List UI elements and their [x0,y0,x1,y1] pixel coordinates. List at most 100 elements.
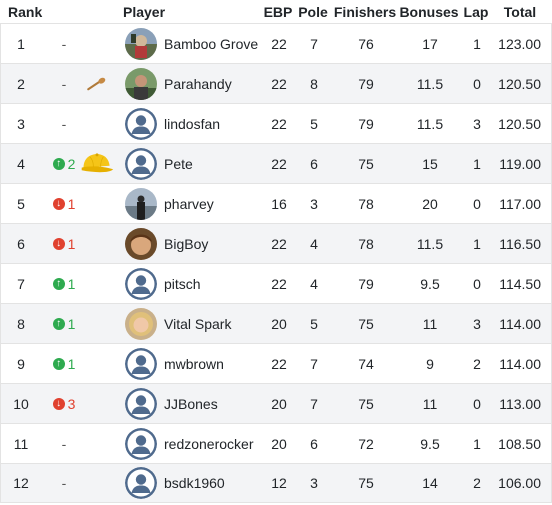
lap-cell: 1 [473,155,481,172]
position-unchanged: - [61,115,67,132]
player-name[interactable]: redzonerocker [164,435,254,452]
player-name[interactable]: pitsch [164,275,201,292]
table-row[interactable]: 4 ↑ 2 Pete 22 6 75 15 1 119.00 [0,143,552,183]
avatar-cell[interactable] [124,24,158,63]
avatar[interactable] [125,387,157,420]
table-row[interactable]: 3 - lindosfan 22 5 79 11.5 3 120.50 [0,103,552,143]
award-cell [79,264,115,303]
award-cell [79,424,115,463]
player-name[interactable]: Pete [164,155,193,172]
pole-cell: 5 [310,315,318,332]
avatar-cell[interactable] [124,104,158,143]
bonuses-cell: 11.5 [416,75,444,92]
avatar-cell[interactable] [124,144,158,183]
award-cell [79,144,115,183]
movement-cell: ↓ 1 [47,184,81,223]
header-finishers[interactable]: Finishers [333,3,397,20]
header-bonuses[interactable]: Bonuses [399,3,459,20]
award-cell [79,384,115,423]
avatar[interactable] [125,347,157,380]
table-row[interactable]: 8 ↑ 1 Vital Spark 20 5 75 11 3 114.00 [0,303,552,343]
avatar[interactable] [125,307,157,340]
bonuses-cell: 17 [422,35,438,52]
rank-cell: 8 [17,315,25,332]
ebp-cell: 20 [271,435,287,452]
header-total[interactable]: Total [503,3,537,20]
ebp-cell: 16 [271,195,287,212]
header-lap[interactable]: Lap [463,3,489,20]
player-name[interactable]: Bamboo Grove [164,35,259,52]
movement-cell: - [47,424,81,463]
ebp-cell: 22 [271,235,287,252]
table-row[interactable]: 2 - Parahandy 22 8 79 11.5 0 120.50 [0,63,552,103]
player-name[interactable]: pharvey [164,195,214,212]
position-change-down: ↓ 1 [52,196,75,212]
avatar-cell[interactable] [124,464,158,502]
player-name[interactable]: mwbrown [164,355,224,372]
position-unchanged: - [61,35,67,52]
player-name[interactable]: lindosfan [164,115,221,132]
ebp-cell: 22 [271,355,287,372]
player-name[interactable]: Parahandy [164,75,232,92]
finishers-cell: 75 [358,475,374,491]
table-row[interactable]: 12 - bsdk1960 12 3 75 14 2 106.00 [0,463,552,503]
arrow-down-icon: ↓ [52,197,65,210]
avatar-cell[interactable] [124,64,158,103]
player-name[interactable]: bsdk1960 [164,475,225,491]
lap-cell: 2 [473,355,481,372]
header-rank[interactable]: Rank [8,3,43,20]
position-unchanged: - [61,475,67,491]
table-row[interactable]: 6 ↓ 1 BigBoy 22 4 78 11.5 1 116.50 [0,223,552,263]
total-cell: 108.50 [498,435,541,452]
avatar[interactable] [125,467,157,499]
bonuses-cell: 11 [422,395,438,412]
bonuses-cell: 9 [426,355,434,372]
header-ebp[interactable]: EBP [263,3,293,20]
avatar[interactable] [125,187,157,220]
rank-cell: 11 [13,435,29,452]
header-pole[interactable]: Pole [298,3,328,20]
table-header: Rank Player EBP Pole Finishers Bonuses L… [0,0,552,23]
total-cell: 117.00 [499,195,541,212]
table-row[interactable]: 11 - redzonerocker 20 6 72 9.5 1 108.50 [0,423,552,463]
player-name[interactable]: JJBones [164,395,218,412]
arrow-down-icon: ↓ [52,237,65,250]
lap-cell: 1 [473,235,481,252]
avatar-cell[interactable] [124,344,158,383]
table-row[interactable]: 7 ↑ 1 pitsch 22 4 79 9.5 0 114.50 [0,263,552,303]
player-name[interactable]: Vital Spark [164,315,232,332]
wooden-spoon-icon [86,77,108,91]
pole-cell: 6 [310,155,318,172]
table-body: 1- Bamboo Grove 22 7 76 17 1 123.00 2- Parahandy 2… [0,23,552,503]
finishers-cell: 75 [358,155,374,172]
avatar[interactable] [125,427,157,460]
avatar-cell[interactable] [124,184,158,223]
avatar-cell[interactable] [124,384,158,423]
avatar[interactable] [125,267,157,300]
rank-cell: 12 [13,475,29,491]
position-change-up: ↑ 1 [52,356,75,372]
movement-cell: ↓ 3 [47,384,81,423]
avatar[interactable] [125,227,157,260]
avatar[interactable] [125,147,157,180]
total-cell: 120.50 [498,75,541,92]
avatar[interactable] [125,27,157,60]
finishers-cell: 79 [358,275,374,292]
table-row[interactable]: 10 ↓ 3 JJBones 20 7 75 11 0 113.00 [0,383,552,423]
total-cell: 114.00 [499,315,541,332]
lap-cell: 1 [473,435,481,452]
avatar[interactable] [125,107,157,140]
player-name[interactable]: BigBoy [164,235,209,252]
table-row[interactable]: 5 ↓ 1 pharvey 16 3 78 20 0 117.00 [0,183,552,223]
avatar-cell[interactable] [124,424,158,463]
avatar-cell[interactable] [124,264,158,303]
header-player[interactable]: Player [123,3,166,20]
avatar-cell[interactable] [124,224,158,263]
avatar-cell[interactable] [124,304,158,343]
avatar[interactable] [125,67,157,100]
table-row[interactable]: 1 - Bamboo Grove 22 7 76 17 1 123.00 [0,23,552,63]
table-row[interactable]: 9 ↑ 1 mwbrown 22 7 74 9 2 114.00 [0,343,552,383]
arrow-up-icon: ↑ [52,317,65,330]
award-cell [79,24,115,63]
